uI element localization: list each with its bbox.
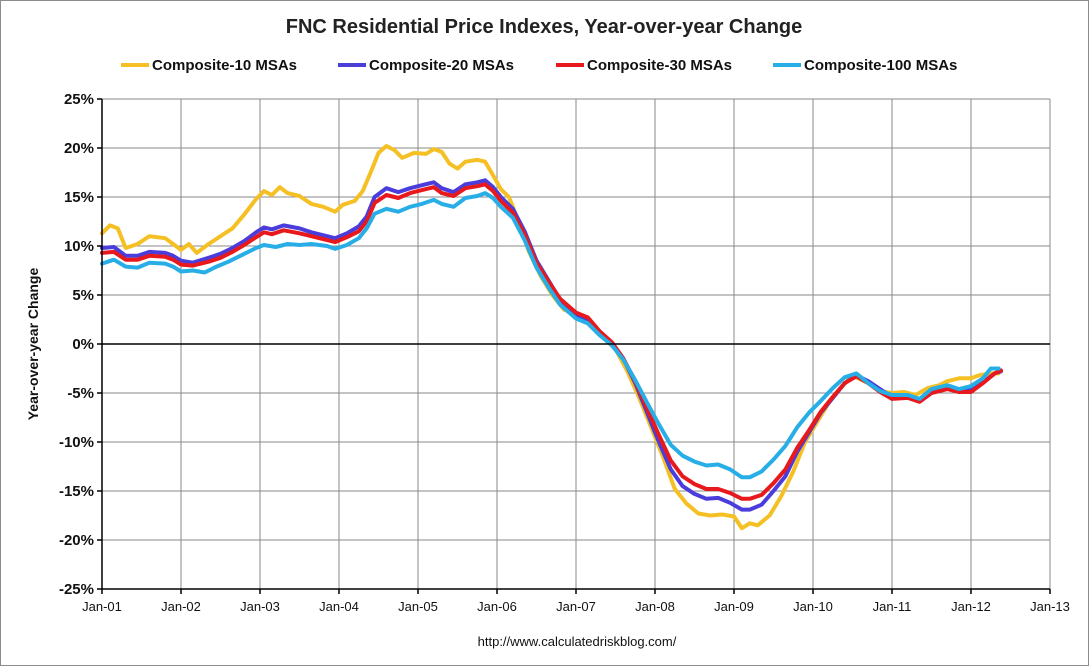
x-tick-label: Jan-10 [793,599,833,614]
legend-label: Composite-10 MSAs [152,57,297,74]
x-tick-label: Jan-02 [161,599,201,614]
chart-title: FNC Residential Price Indexes, Year-over… [286,16,803,38]
series-layer [100,144,1003,531]
x-tick-label: Jan-07 [556,599,596,614]
x-tick-label: Jan-08 [635,599,675,614]
series-line-composite-10-msas [100,144,1001,531]
y-tick-label: -20% [59,532,94,549]
legend-label: Composite-100 MSAs [804,57,957,74]
x-tick-label: Jan-06 [477,599,517,614]
x-tick-label: Jan-09 [714,599,754,614]
legend-label: Composite-30 MSAs [587,57,732,74]
y-tick-label: 25% [64,91,94,108]
y-tick-label: -15% [59,483,94,500]
x-tick-label: Jan-11 [873,599,912,614]
y-tick-label: 5% [72,287,94,304]
legend: Composite-10 MSAs Composite-20 MSAs Compos… [121,57,957,74]
legend-label: Composite-20 MSAs [369,57,514,74]
axes: -25% -20% -15% -10% -5% 0% 5% 10% 15% 20% 25% Jan-0… [59,91,1070,614]
y-tick-label: -10% [59,434,94,451]
y-axis-title: Year-over-year Change [25,268,41,421]
x-tick-label: Jan-01 [82,599,122,614]
x-tick-label: Jan-05 [398,599,438,614]
x-tick-label: Jan-12 [951,599,991,614]
x-tick-label: Jan-13 [1030,599,1070,614]
y-tick-label: -5% [67,385,94,402]
y-tick-label: 10% [64,238,94,255]
y-tick-label: 15% [64,189,94,206]
y-tick-label: 20% [64,140,94,157]
source-url: http://www.calculatedriskblog.com/ [478,634,677,649]
x-tick-label: Jan-03 [240,599,280,614]
series-line-composite-100-msas [100,191,1001,480]
y-tick-label: 0% [72,336,94,353]
series-line-composite-20-msas [100,178,1003,512]
y-tick-label: -25% [59,581,94,598]
x-tick-label: Jan-04 [319,599,359,614]
series-line-composite-30-msas [100,182,1003,501]
